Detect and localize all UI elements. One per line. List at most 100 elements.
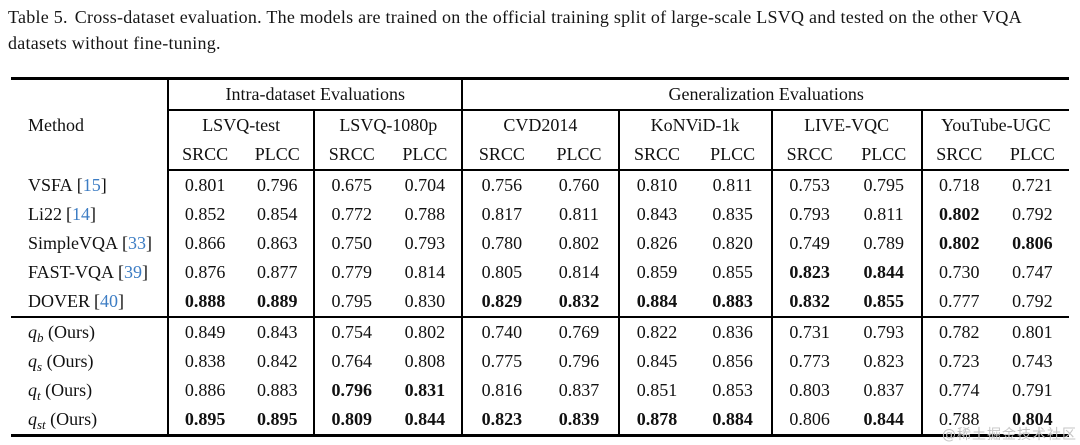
- citation-link[interactable]: 14: [72, 204, 90, 224]
- table-row: DOVER [40] 0.888 0.889 0.795 0.830 0.829 0.832 0…: [11, 287, 1069, 318]
- value-cell: 0.829: [461, 287, 541, 318]
- value-cell: 0.750: [313, 229, 389, 258]
- metric-header: PLCC: [388, 139, 463, 171]
- metric-header: PLCC: [846, 139, 922, 171]
- value-cell: 0.793: [404, 233, 446, 253]
- citation-bracket-close: ]: [118, 291, 124, 311]
- citation-bracket-close: ]: [90, 204, 96, 224]
- method-math-subscript: s: [37, 359, 43, 374]
- method-suffix: (Ours): [43, 322, 95, 342]
- value-cell: 0.731: [770, 317, 847, 347]
- citation-link[interactable]: 15: [82, 174, 101, 195]
- method-math-subscript: t: [37, 388, 41, 403]
- method-cell: qs (Ours): [11, 347, 168, 376]
- method-column-header: Method: [11, 78, 170, 170]
- value-cell: 0.792: [995, 287, 1069, 318]
- value-cell: 0.851: [617, 376, 695, 405]
- citation-bracket-open: [: [118, 262, 125, 282]
- table-row: SimpleVQA [33] 0.866 0.863 0.750 0.793 0.780 0.…: [11, 229, 1069, 258]
- value-cell: 0.795: [863, 175, 904, 195]
- value-cell: 0.802: [404, 322, 446, 342]
- method-name: FAST-VQA: [28, 262, 115, 282]
- value-cell: 0.791: [1012, 380, 1053, 400]
- dataset-header-1: LSVQ-1080p: [313, 110, 463, 139]
- value-cell: 0.718: [920, 170, 996, 200]
- value-cell: 0.772: [313, 200, 389, 229]
- method-math-variable: q: [28, 380, 37, 400]
- value-cell: 0.777: [920, 287, 996, 318]
- value-cell: 0.793: [770, 200, 847, 229]
- value-cell: 0.836: [712, 322, 753, 342]
- value-cell: 0.774: [920, 376, 996, 405]
- value-cell: 0.805: [461, 258, 541, 287]
- table-row: FAST-VQA [39] 0.876 0.877 0.779 0.814 0.805 0.8…: [11, 258, 1069, 287]
- table-caption: Table 5. Cross-dataset evaluation. The mo…: [8, 4, 1076, 56]
- value-cell: 0.743: [1012, 351, 1053, 371]
- value-cell: 0.754: [313, 317, 389, 347]
- value-cell: 0.760: [558, 175, 600, 195]
- dataset-header-5: YouTube-UGC: [920, 110, 1069, 139]
- value-cell: 0.809: [313, 405, 389, 436]
- metric-header: SRCC: [313, 139, 389, 171]
- method-cell: qb (Ours): [11, 317, 168, 347]
- metric-header: SRCC: [617, 139, 695, 171]
- method-math-subscript: st: [37, 417, 46, 432]
- citation-bracket-open: [: [66, 204, 72, 224]
- citation-link[interactable]: 40: [100, 291, 118, 311]
- method-name: Li22: [28, 204, 62, 224]
- value-cell: 0.789: [863, 233, 904, 253]
- value-cell: 0.811: [559, 204, 599, 224]
- value-cell: 0.886: [167, 376, 242, 405]
- value-cell: 0.780: [461, 229, 541, 258]
- value-cell: 0.814: [558, 262, 600, 282]
- method-math-variable: q: [28, 351, 37, 371]
- group-header-generalization: Generalization Evaluations: [462, 78, 1069, 111]
- value-cell: 0.723: [920, 347, 996, 376]
- value-cell: 0.863: [256, 233, 298, 253]
- value-cell: 0.855: [846, 287, 922, 318]
- metric-header: SRCC: [167, 139, 242, 171]
- method-name: VSFA: [28, 174, 73, 195]
- dataset-header-4: LIVE-VQC: [770, 110, 922, 139]
- value-cell: 0.844: [863, 262, 904, 282]
- metric-header: PLCC: [540, 139, 619, 171]
- value-cell: 0.803: [770, 376, 847, 405]
- value-cell: 0.876: [167, 258, 242, 287]
- value-cell: 0.792: [1012, 204, 1053, 224]
- value-cell: 0.816: [461, 376, 541, 405]
- method-name: DOVER: [28, 291, 90, 311]
- value-cell: 0.747: [1012, 262, 1053, 282]
- citation-bracket-close: ]: [100, 174, 107, 195]
- value-cell: 0.808: [404, 351, 446, 371]
- value-cell: 0.721: [1012, 175, 1053, 195]
- value-cell: 0.793: [863, 322, 904, 342]
- value-cell: 0.822: [617, 317, 695, 347]
- citation-bracket-open: [: [94, 291, 100, 311]
- value-cell: 0.884: [712, 409, 753, 429]
- table-row: qt (Ours) 0.886 0.883 0.796 0.831 0.816 0.837 0…: [11, 376, 1069, 405]
- citation-link[interactable]: 39: [124, 262, 143, 282]
- value-cell: 0.740: [461, 317, 541, 347]
- value-cell: 0.811: [712, 175, 753, 195]
- method-math-variable: q: [28, 322, 37, 342]
- citation-link[interactable]: 33: [128, 233, 146, 253]
- value-cell: 0.796: [558, 351, 600, 371]
- dataset-header-3: KoNViD-1k: [617, 110, 772, 139]
- value-cell: 0.801: [1012, 322, 1053, 342]
- metric-header: SRCC: [461, 139, 541, 171]
- value-cell: 0.773: [770, 347, 847, 376]
- value-cell: 0.895: [256, 409, 298, 429]
- value-cell: 0.814: [404, 262, 446, 282]
- value-cell: 0.769: [558, 322, 600, 342]
- value-cell: 0.843: [256, 322, 298, 342]
- method-suffix: (Ours): [42, 351, 94, 371]
- value-cell: 0.802: [558, 233, 600, 253]
- value-cell: 0.888: [167, 287, 242, 318]
- metric-header: PLCC: [241, 139, 315, 171]
- value-cell: 0.802: [920, 200, 996, 229]
- value-cell: 0.801: [167, 170, 242, 200]
- citation-bracket-close: ]: [142, 262, 149, 282]
- dataset-header-2: CVD2014: [461, 110, 619, 139]
- value-cell: 0.856: [712, 351, 753, 371]
- value-cell: 0.782: [920, 317, 996, 347]
